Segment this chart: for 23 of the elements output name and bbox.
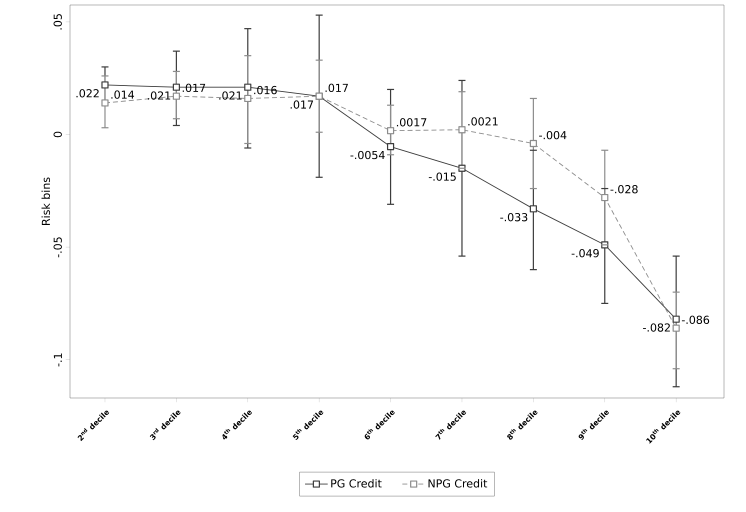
data-label: -.033: [500, 213, 528, 222]
data-label: .021: [219, 91, 242, 100]
y-tick-label: .05: [54, 14, 62, 30]
legend-label: PG Credit: [331, 479, 382, 488]
data-label: -.049: [572, 249, 599, 258]
data-label: -.028: [610, 185, 638, 194]
y-axis-title: Risk bins: [42, 178, 50, 225]
data-label: .017: [326, 84, 348, 92]
y-tick-label: -.1: [54, 353, 62, 366]
data-label: -.004: [539, 130, 566, 140]
data-label: .014: [111, 90, 134, 99]
data-label: .0021: [468, 117, 498, 126]
data-label: .0017: [396, 118, 426, 126]
data-label: -.0054: [350, 150, 385, 160]
data-label: -.082: [643, 323, 670, 332]
data-label: .021: [148, 91, 170, 100]
data-label: .022: [76, 89, 99, 98]
data-label: -.015: [428, 172, 456, 181]
y-tick-label: 0: [54, 132, 62, 138]
data-label: .017: [290, 100, 314, 109]
legend-label: NPG Credit: [428, 479, 488, 488]
data-label: -.086: [682, 316, 710, 324]
y-tick-label: -.05: [54, 237, 62, 258]
